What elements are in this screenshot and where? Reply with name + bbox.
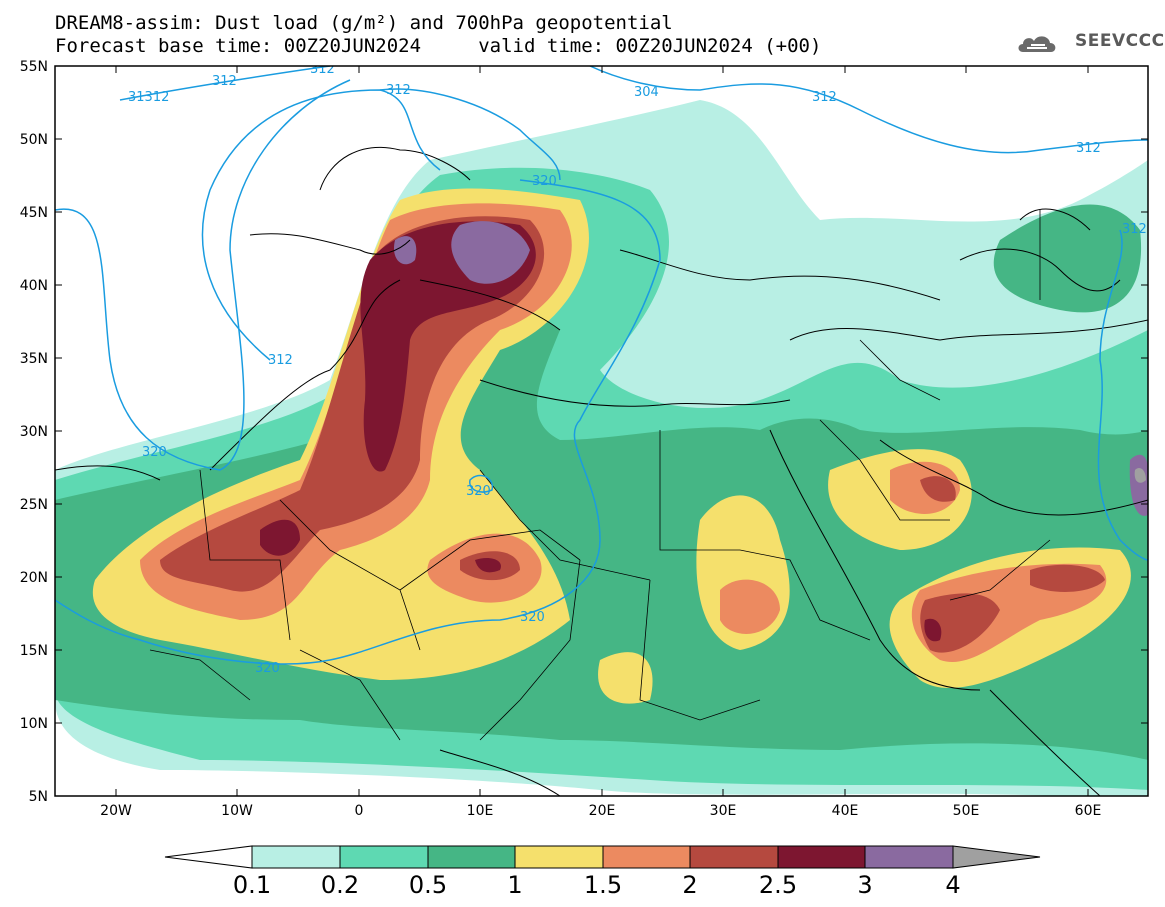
lon-label: 10W bbox=[221, 803, 253, 819]
longitude-axis: 20W 10W 0 10E 20E 30E 40E 50E 60E bbox=[100, 66, 1101, 819]
lat-label: 40N bbox=[20, 278, 48, 294]
lon-label: 40E bbox=[832, 803, 859, 819]
colorbar-swatch bbox=[777, 845, 866, 869]
contour-label: 320 bbox=[142, 445, 167, 460]
colorbar-label: 0.1 bbox=[232, 871, 272, 899]
lon-label: 0 bbox=[355, 803, 364, 819]
colorbar-label: 1 bbox=[507, 871, 523, 899]
lon-label: 20W bbox=[100, 803, 132, 819]
geopotential-contours bbox=[55, 66, 1148, 700]
colorbar-swatch bbox=[689, 845, 779, 869]
colorbar-label: 0.5 bbox=[408, 871, 448, 899]
lon-label: 30E bbox=[710, 803, 737, 819]
lat-label: 55N bbox=[20, 59, 48, 75]
country-borders bbox=[149, 210, 1051, 741]
dust-shading bbox=[55, 100, 1148, 796]
lon-label: 50E bbox=[953, 803, 980, 819]
coastlines bbox=[55, 146, 1148, 796]
colorbar-label: 2.5 bbox=[758, 871, 798, 899]
contour-label: 312 bbox=[310, 62, 335, 77]
colorbar-label: 1.5 bbox=[583, 871, 623, 899]
colorbar-right-arrow bbox=[952, 845, 1041, 869]
lon-label: 20E bbox=[589, 803, 616, 819]
contour-label: 312 bbox=[1122, 222, 1147, 237]
map-title: DREAM8-assim: Dust load (g/m²) and 700hP… bbox=[55, 12, 673, 34]
colorbar-swatch bbox=[602, 845, 691, 869]
contour-label: 312 bbox=[386, 83, 411, 98]
contour-label: 320 bbox=[255, 661, 280, 676]
colorbar-swatch bbox=[339, 845, 429, 869]
colorbar-swatch bbox=[427, 845, 516, 869]
contour-label: 304 bbox=[634, 85, 659, 100]
lat-label: 10N bbox=[20, 716, 48, 732]
cloud-icon bbox=[1018, 36, 1056, 52]
contour-label: 312 bbox=[212, 74, 237, 89]
colorbar-swatch bbox=[251, 845, 341, 869]
lat-label: 20N bbox=[20, 570, 48, 586]
lat-label: 45N bbox=[20, 205, 48, 221]
lat-label: 35N bbox=[20, 351, 48, 367]
contour-label: 320 bbox=[466, 484, 491, 499]
seevccc-logo: SEEVCCC bbox=[1075, 31, 1165, 51]
latitude-axis: 55N 50N 45N 40N 35N 30N 25N 20N 15N 10N … bbox=[20, 59, 1148, 805]
lon-label: 10E bbox=[467, 803, 494, 819]
colorbar-left-arrow bbox=[164, 845, 253, 869]
colorbar-label: 2 bbox=[682, 871, 698, 899]
lon-label: 60E bbox=[1075, 803, 1102, 819]
contour-label: 320 bbox=[532, 174, 557, 189]
lat-label: 5N bbox=[29, 789, 48, 805]
contour-label: 312 bbox=[812, 90, 837, 105]
contour-labels: 31312 312 312 312 304 312 312 312 312 32… bbox=[128, 62, 1147, 676]
colorbar-swatch bbox=[864, 845, 954, 869]
colorbar-label: 4 bbox=[945, 871, 961, 899]
contour-label: 312 bbox=[268, 353, 293, 368]
colorbar bbox=[164, 845, 1041, 869]
contour-label: 320 bbox=[520, 610, 545, 625]
contour-label: 31312 bbox=[128, 90, 169, 105]
colorbar-swatch bbox=[514, 845, 604, 869]
lat-label: 15N bbox=[20, 643, 48, 659]
contour-label: 312 bbox=[1076, 141, 1101, 156]
forecast-time-info: Forecast base time: 00Z20JUN2024 valid t… bbox=[55, 35, 822, 57]
lat-label: 30N bbox=[20, 424, 48, 440]
lat-label: 50N bbox=[20, 132, 48, 148]
colorbar-label: 0.2 bbox=[320, 871, 360, 899]
colorbar-label: 3 bbox=[857, 871, 873, 899]
lat-label: 25N bbox=[20, 497, 48, 513]
